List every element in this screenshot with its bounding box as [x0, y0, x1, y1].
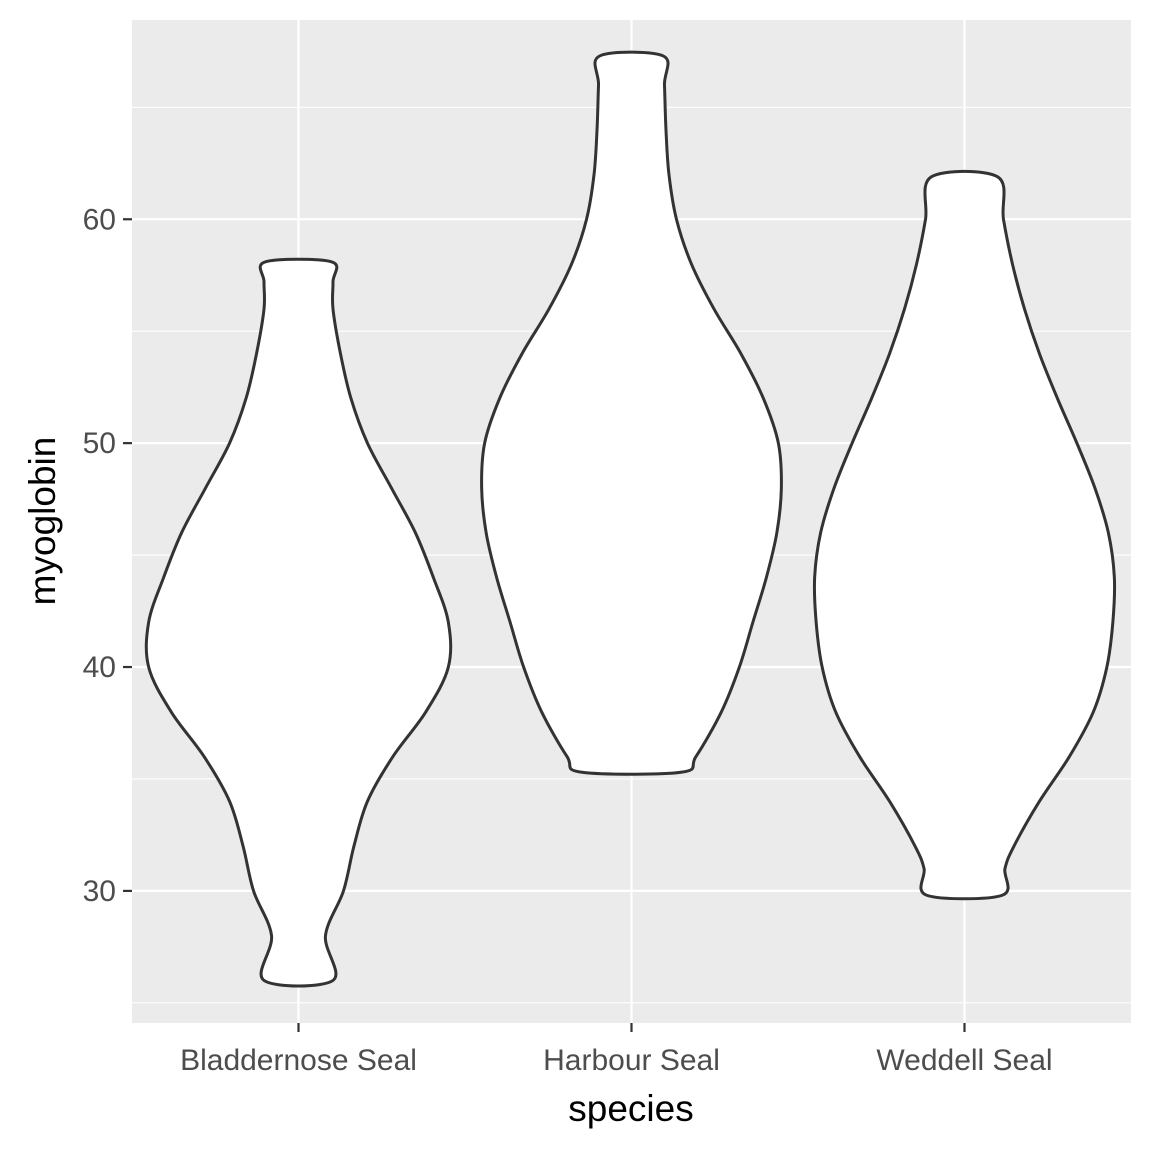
x-axis-title: species [568, 1088, 693, 1129]
y-axis: 30 40 50 60 [83, 203, 132, 908]
x-axis: Bladdernose Seal Harbour Seal Weddell Seal [180, 1023, 1053, 1077]
x-tick-label: Harbour Seal [543, 1044, 720, 1077]
y-tick-label: 50 [83, 427, 116, 460]
y-tick-label: 40 [83, 651, 116, 684]
y-axis-title: myoglobin [22, 437, 63, 606]
violin-weddell-seal [812, 169, 1117, 901]
x-tick-label: Weddell Seal [876, 1044, 1052, 1077]
violin-bladdernose-seal [144, 257, 453, 988]
y-tick-label: 60 [83, 203, 116, 236]
y-tick-label: 30 [83, 875, 116, 908]
violin-harbour-seal [480, 50, 783, 776]
violins [144, 50, 1117, 988]
x-tick-label: Bladdernose Seal [180, 1044, 417, 1077]
